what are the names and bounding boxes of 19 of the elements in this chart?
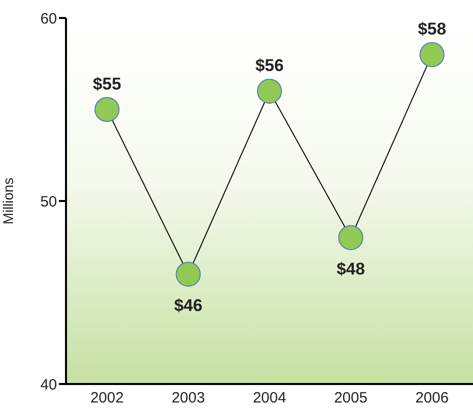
y-tick-label: 50 [40, 193, 57, 210]
data-label: $56 [255, 56, 284, 76]
point [257, 78, 282, 104]
data-label: $46 [174, 296, 202, 316]
x-tick-label: 2004 [252, 390, 286, 407]
data-label: $55 [92, 74, 122, 94]
data-label: $58 [418, 20, 446, 39]
x-tick-label: 2006 [415, 390, 449, 407]
point [420, 42, 444, 68]
point [176, 262, 201, 287]
point [338, 225, 364, 250]
data-label: $48 [336, 260, 365, 279]
y-tick-label: 40 [40, 376, 57, 394]
x-tick-label: 2002 [90, 390, 124, 407]
x-tick-label: 2005 [334, 390, 368, 407]
point [94, 97, 120, 122]
x-tick-label: 2003 [172, 390, 205, 407]
y-axis-title: Millions [0, 178, 16, 224]
y-tick-label: 60 [40, 10, 57, 28]
